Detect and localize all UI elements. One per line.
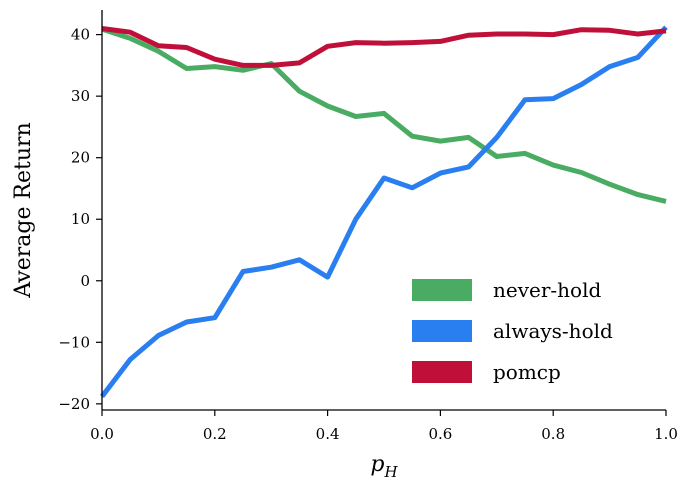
y-tick-label: 0 bbox=[80, 272, 90, 290]
x-tick-label: 0.4 bbox=[316, 425, 340, 443]
y-tick-label: 20 bbox=[71, 149, 90, 167]
x-tick-label: 0.0 bbox=[90, 425, 114, 443]
y-tick-label: 10 bbox=[71, 210, 90, 228]
legend: never-hold always-hold pomcp bbox=[412, 278, 613, 384]
legend-label-always-hold: always-hold bbox=[493, 319, 613, 343]
x-axis-title-main: p bbox=[370, 452, 384, 477]
y-tick-label: −10 bbox=[58, 333, 90, 351]
y-tick-label: −20 bbox=[58, 395, 90, 413]
legend-label-never-hold: never-hold bbox=[493, 278, 601, 302]
x-tick-label: 1.0 bbox=[654, 425, 678, 443]
y-axis-title: Average Return bbox=[11, 122, 36, 298]
series-line-never-hold bbox=[101, 26, 667, 204]
series-lines bbox=[100, 25, 668, 399]
legend-swatch-always-hold bbox=[412, 320, 472, 342]
y-tick-label: 30 bbox=[71, 87, 90, 105]
x-tick-label: 0.2 bbox=[203, 425, 227, 443]
series-line-pomcp bbox=[101, 26, 667, 68]
x-tick-label: 0.8 bbox=[541, 425, 565, 443]
x-tick-label: 0.6 bbox=[428, 425, 452, 443]
legend-swatch-never-hold bbox=[412, 279, 472, 301]
ticks: −20 −10 0 10 20 30 40 0.0 0.2 0.4 0.6 0.8 1.0 bbox=[58, 26, 678, 443]
axes bbox=[101, 10, 666, 411]
x-axis-title-subscript: H bbox=[384, 463, 399, 481]
legend-swatch-pomcp bbox=[412, 361, 472, 383]
y-tick-label: 40 bbox=[71, 26, 90, 44]
series-line-always-hold bbox=[100, 25, 668, 399]
x-axis-title: pH bbox=[370, 452, 398, 481]
legend-label-pomcp: pomcp bbox=[493, 360, 561, 384]
